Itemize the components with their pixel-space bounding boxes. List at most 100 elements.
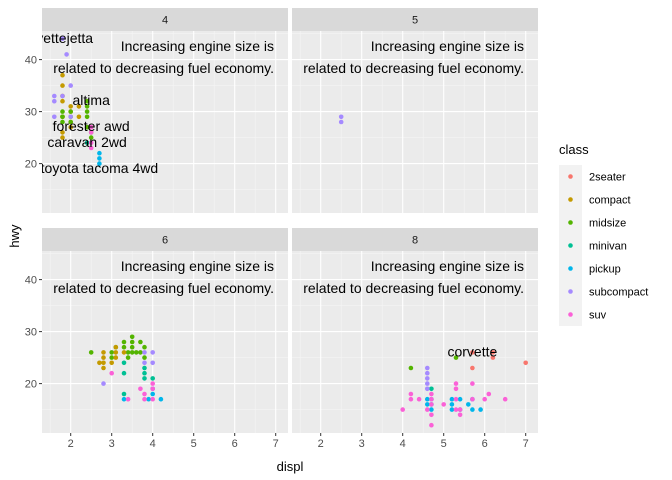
point-label: jetta xyxy=(66,30,94,46)
data-point xyxy=(150,376,155,381)
legend-item-compact: compact xyxy=(559,188,631,211)
data-point xyxy=(457,412,463,418)
data-point xyxy=(466,402,471,407)
data-point xyxy=(84,114,90,120)
data-point xyxy=(470,396,475,402)
data-point xyxy=(146,396,151,402)
x-tick-label: 7 xyxy=(273,438,279,450)
y-tick-label: 20 xyxy=(25,379,37,391)
data-point xyxy=(490,350,496,355)
data-point xyxy=(150,350,155,355)
data-point xyxy=(429,396,434,402)
data-point xyxy=(68,104,73,109)
data-point xyxy=(68,119,73,125)
data-point xyxy=(64,52,69,57)
data-point xyxy=(457,396,463,402)
x-tick-label: 5 xyxy=(191,438,197,450)
data-point xyxy=(425,402,430,407)
legend-item-midsize: midsize xyxy=(559,211,626,234)
annotation-text: related to decreasing fuel economy. xyxy=(303,60,524,76)
panel-background xyxy=(292,31,538,213)
data-point xyxy=(523,360,528,366)
legend-label: pickup xyxy=(589,264,621,276)
data-point xyxy=(84,124,90,130)
data-point xyxy=(138,350,143,355)
data-point xyxy=(109,360,114,366)
data-point xyxy=(150,381,155,386)
facet-strip-label: 8 xyxy=(412,235,418,247)
data-point xyxy=(470,407,475,412)
data-point xyxy=(101,355,106,360)
data-point xyxy=(478,407,483,412)
data-point xyxy=(429,407,434,412)
point-label: caravan 2wd xyxy=(47,134,126,150)
x-tick-label: 2 xyxy=(318,438,324,450)
data-point xyxy=(142,396,147,402)
panel-data: Increasing engine size is related to decr… xyxy=(303,258,528,428)
data-point xyxy=(429,422,434,428)
point-label: corvette xyxy=(447,343,497,359)
facet-strip-label: 5 xyxy=(412,15,418,27)
data-point xyxy=(453,381,459,386)
data-point xyxy=(101,360,106,366)
data-point xyxy=(425,370,430,376)
data-point xyxy=(60,135,65,140)
y-tick-label: 40 xyxy=(25,275,37,287)
data-point xyxy=(502,396,508,402)
legend-label: minivan xyxy=(589,241,627,253)
x-tick-label: 7 xyxy=(523,438,529,450)
panel-background xyxy=(42,251,288,433)
data-point xyxy=(457,407,463,412)
data-point xyxy=(408,396,414,402)
data-point xyxy=(88,350,94,355)
x-tick-label: 4 xyxy=(150,438,156,450)
y-axis-title: hwy xyxy=(7,224,22,248)
data-point xyxy=(150,396,155,402)
data-point xyxy=(453,355,459,360)
facet-strip xyxy=(292,8,538,31)
data-point xyxy=(76,104,82,109)
data-point xyxy=(125,350,131,355)
legend-key-point xyxy=(568,197,573,202)
data-point xyxy=(482,396,488,402)
data-point xyxy=(88,140,94,146)
data-point xyxy=(425,407,430,412)
data-point xyxy=(425,386,430,392)
data-point xyxy=(425,381,430,386)
data-point xyxy=(97,360,102,366)
data-point xyxy=(425,376,430,381)
data-point xyxy=(142,344,147,350)
data-point xyxy=(113,344,119,350)
legend-key-point xyxy=(568,174,573,179)
data-point xyxy=(121,391,127,397)
data-point xyxy=(60,93,65,99)
data-point xyxy=(138,339,143,345)
facet-panel-6: 6 20 30 40 2 3 4 5 6 7 Increasing engine size is re… xyxy=(25,228,288,450)
legend-label: subcompact xyxy=(589,287,648,299)
x-tick-label: 2 xyxy=(68,438,74,450)
legend-item-pickup: pickup xyxy=(559,257,621,280)
point-label: forester awd xyxy=(53,118,130,134)
data-point xyxy=(121,396,127,402)
data-point xyxy=(142,350,147,355)
data-point xyxy=(60,36,65,42)
legend-item-minivan: minivan xyxy=(559,234,627,257)
data-point xyxy=(84,140,90,146)
x-axis-title: displ xyxy=(277,459,304,474)
point-label: altima xyxy=(73,92,111,108)
panel-data: Increasing engine size is related to decr… xyxy=(41,30,274,176)
panel-background xyxy=(292,251,538,433)
facet-panel-8: 8 2 3 4 5 6 7 Increasing engine size is related … xyxy=(292,228,538,450)
facet-strip xyxy=(42,228,288,251)
data-point xyxy=(142,391,147,397)
data-point xyxy=(470,350,475,355)
data-point xyxy=(88,145,94,151)
data-point xyxy=(60,72,65,78)
x-tick-label: 3 xyxy=(109,438,115,450)
data-point xyxy=(121,360,127,366)
point-label: toyota tacoma 4wd xyxy=(41,160,159,176)
data-point xyxy=(60,119,65,125)
data-point xyxy=(408,391,414,397)
data-point xyxy=(109,355,114,360)
data-point xyxy=(129,339,135,345)
